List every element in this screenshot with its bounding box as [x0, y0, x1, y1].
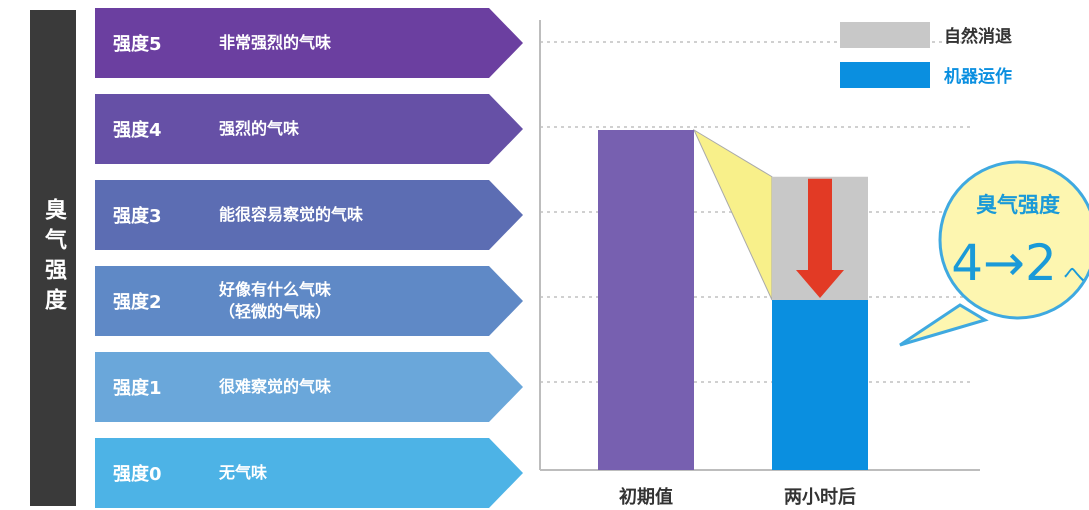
side-label-text: 臭气强度: [41, 198, 66, 318]
legend-swatch: [840, 22, 930, 48]
intensity-level-description: 无气味: [219, 463, 268, 482]
intensity-level-name: 强度2: [113, 292, 162, 313]
bar-initial-value: [598, 130, 694, 470]
intensity-level-description: 好像有什么气味 （轻微的气味）: [219, 280, 332, 321]
intensity-level-description: 能很容易察觉的气味: [219, 205, 364, 224]
legend-swatch: [840, 62, 930, 88]
legend-label: 机器运作: [944, 66, 1012, 87]
intensity-level-description: 非常强烈的气味: [219, 33, 332, 52]
callout-suffix: へ: [1063, 263, 1085, 288]
intensity-level-4: 强度4 强烈的气味: [95, 94, 523, 164]
intensity-level-name: 强度4: [113, 120, 162, 141]
intensity-level-description: 强烈的气味: [219, 119, 300, 138]
intensity-level-1: 强度1 很难察觉的气味: [95, 352, 523, 422]
reduction-wedge: [692, 128, 773, 301]
x-tick-label: 两小时后: [784, 487, 856, 508]
decrease-arrow-icon: [796, 178, 844, 298]
callout-pointer: [899, 303, 989, 347]
intensity-level-name: 强度3: [113, 206, 162, 227]
intensity-level-name: 强度1: [113, 378, 162, 399]
bar-machine-operation: [772, 300, 868, 470]
intensity-level-name: 强度5: [113, 34, 162, 55]
intensity-level-description: 很难察觉的气味: [219, 377, 332, 396]
legend-label: 自然消退: [944, 26, 1012, 47]
intensity-level-name: 强度0: [113, 464, 162, 485]
intensity-level-3: 强度3 能很容易察觉的气味: [95, 180, 523, 250]
odor-intensity-side-label: 臭气强度: [30, 10, 76, 506]
callout-value: 4→2: [951, 234, 1057, 292]
intensity-level-5: 强度5 非常强烈的气味: [95, 8, 523, 78]
callout-bubble: [938, 160, 1089, 320]
x-tick-label: 初期值: [619, 486, 673, 508]
callout-title: 臭气强度: [976, 193, 1060, 217]
intensity-level-0: 强度0 无气味: [95, 438, 523, 508]
intensity-level-2: 强度2 好像有什么气味 （轻微的气味）: [95, 266, 523, 336]
